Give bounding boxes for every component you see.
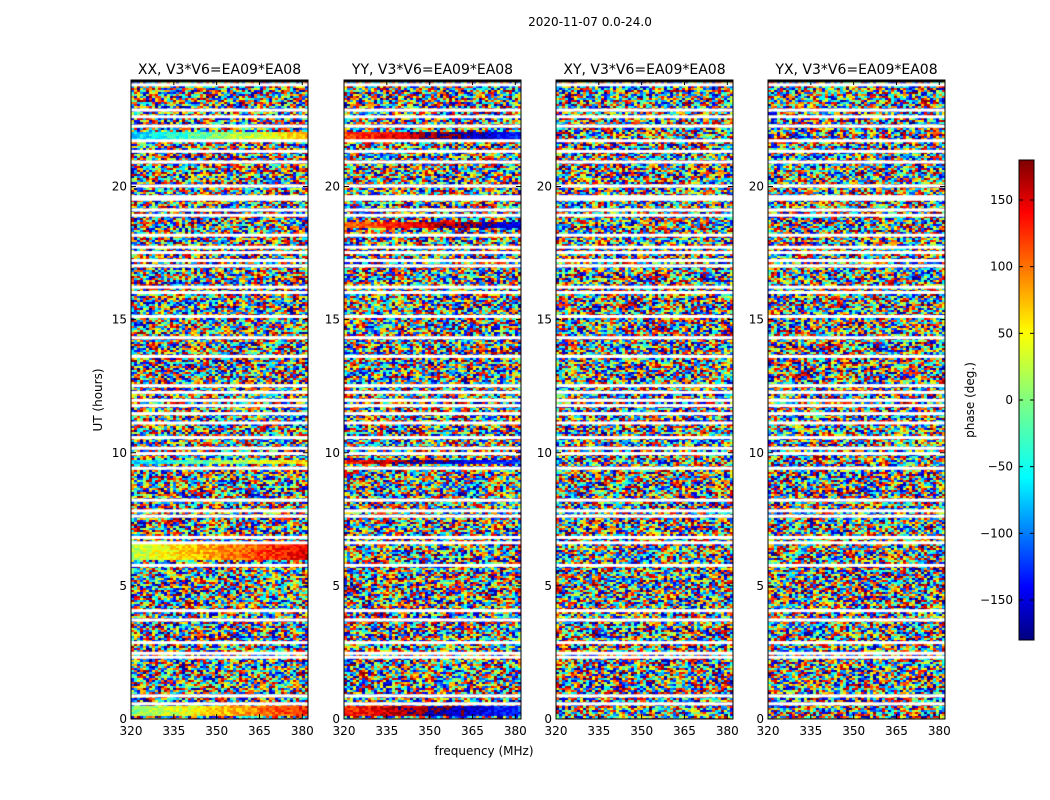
y-tick-label: 15	[537, 313, 552, 327]
panel-frame	[130, 79, 309, 720]
x-tick-label: 335	[375, 724, 398, 738]
y-tick-label: 20	[749, 180, 764, 194]
panel-2: YY, V3*V6=EA09*EA08 320 335 350 365 380 0 5 10 15…	[325, 62, 527, 738]
colorbar-label: phase (deg.)	[963, 362, 977, 438]
x-tick-label: 350	[630, 724, 653, 738]
x-tick-label: 380	[928, 724, 951, 738]
y-tick-label: 0	[332, 712, 340, 726]
panel-frame	[767, 79, 946, 720]
colorbar-tick-label: 100	[990, 260, 1013, 274]
panel-title: YY, V3*V6=EA09*EA08	[351, 62, 513, 78]
x-axis-label: frequency (MHz)	[434, 744, 533, 758]
x-tick-label: 365	[248, 724, 271, 738]
x-tick-label: 320	[757, 724, 780, 738]
y-tick-label: 10	[749, 446, 764, 460]
phase-heatmap	[344, 80, 521, 719]
x-tick-label: 350	[205, 724, 228, 738]
x-tick-label: 365	[885, 724, 908, 738]
colorbar-tick-label: −100	[980, 526, 1013, 540]
panels: XX, V3*V6=EA09*EA08 320 335 350 365 380 0 5 10 15…	[112, 62, 951, 738]
panel-title: XX, V3*V6=EA09*EA08	[138, 62, 301, 78]
x-tick-label: 335	[162, 724, 185, 738]
x-tick-label: 380	[291, 724, 314, 738]
y-tick-label: 0	[544, 712, 552, 726]
y-tick-label: 0	[756, 712, 764, 726]
colorbar-tick-label: 150	[990, 193, 1013, 207]
x-tick-label: 320	[545, 724, 568, 738]
y-tick-label: 15	[325, 313, 340, 327]
y-tick-label: 10	[537, 446, 552, 460]
phase-heatmap	[131, 80, 308, 719]
phase-heatmap	[556, 80, 733, 719]
x-tick-label: 380	[504, 724, 527, 738]
x-tick-label: 350	[418, 724, 441, 738]
panel-3: XY, V3*V6=EA09*EA08 320 335 350 365 380 0 5 10 15…	[537, 62, 739, 738]
y-tick-label: 20	[112, 180, 127, 194]
y-tick-label: 20	[325, 180, 340, 194]
panel-title: XY, V3*V6=EA09*EA08	[563, 62, 725, 78]
colorbar-tick-label: −150	[980, 593, 1013, 607]
y-tick-label: 10	[325, 446, 340, 460]
y-axis-label: UT (hours)	[91, 368, 105, 431]
y-tick-label: 5	[332, 579, 340, 593]
colorbar-tick-label: −50	[988, 460, 1013, 474]
x-tick-label: 320	[333, 724, 356, 738]
y-tick-label: 5	[544, 579, 552, 593]
x-tick-label: 380	[716, 724, 739, 738]
x-tick-label: 350	[842, 724, 865, 738]
colorbar-tick-label: 50	[998, 326, 1013, 340]
panel-1: XX, V3*V6=EA09*EA08 320 335 350 365 380 0 5 10 15…	[112, 62, 314, 738]
y-tick-label: 5	[756, 579, 764, 593]
y-tick-label: 10	[112, 446, 127, 460]
colorbar: −150 −100 −50 0 50 100 150 phase (deg.)	[963, 159, 1035, 641]
y-tick-label: 20	[537, 180, 552, 194]
x-tick-label: 335	[799, 724, 822, 738]
colorbar-tick-label: 0	[1005, 393, 1013, 407]
x-tick-label: 320	[120, 724, 143, 738]
x-tick-label: 335	[587, 724, 610, 738]
colorbar-ticks: −150 −100 −50 0 50 100 150	[980, 193, 1034, 607]
figure-title: 2020-11-07 0.0-24.0	[528, 15, 652, 29]
y-tick-label: 15	[112, 313, 127, 327]
panel-frame	[555, 79, 734, 720]
panel-title: YX, V3*V6=EA09*EA08	[774, 62, 937, 78]
x-tick-label: 365	[461, 724, 484, 738]
phase-heatmap	[768, 80, 945, 719]
y-tick-label: 0	[119, 712, 127, 726]
y-tick-label: 15	[749, 313, 764, 327]
x-tick-label: 365	[673, 724, 696, 738]
panel-frame	[343, 79, 522, 720]
y-tick-label: 5	[119, 579, 127, 593]
panel-4: YX, V3*V6=EA09*EA08 320 335 350 365 380 0 5 10 15…	[749, 62, 951, 738]
